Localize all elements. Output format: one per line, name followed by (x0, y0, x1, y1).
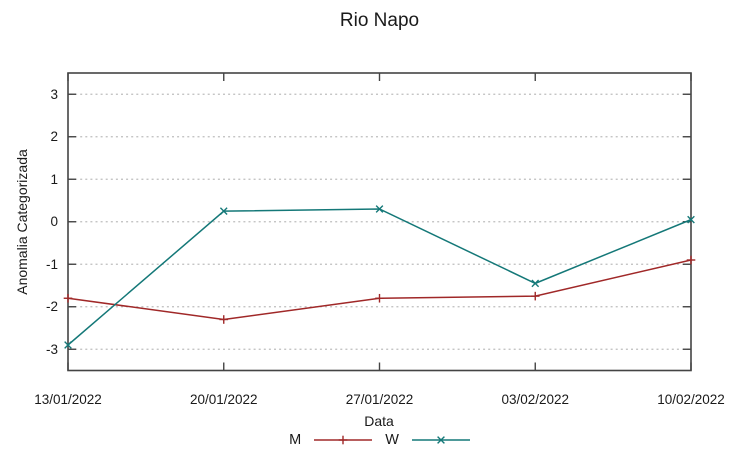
x-axis-label: Data (364, 413, 394, 429)
cross-marker (436, 436, 445, 444)
y-tick-label--2: -2 (45, 299, 58, 315)
legend-label-M: M (289, 432, 302, 448)
x-tick-label-0: 13/01/2022 (34, 392, 102, 407)
cross-marker (219, 207, 228, 215)
series-W (64, 205, 695, 349)
x-tick-label-4: 10/02/2022 (657, 392, 725, 407)
cross-marker (375, 205, 384, 213)
series-line-M (67, 259, 692, 321)
legend-label-W: W (385, 432, 399, 448)
legend-sample-W (411, 436, 470, 444)
y-tick-label-3: 3 (50, 86, 58, 102)
x-tick-label-1: 20/01/2022 (189, 392, 258, 407)
y-tick-label--3: -3 (45, 341, 58, 357)
x-tick-label-3: 03/02/2022 (501, 392, 570, 407)
cross-marker (64, 341, 72, 349)
x-tick-label-2: 27/01/2022 (345, 392, 414, 407)
series-M (63, 255, 696, 324)
y-tick-label-0: 0 (50, 214, 58, 230)
legend-sample-M (314, 435, 373, 445)
legend-item-M: M (289, 432, 373, 448)
cross-marker (687, 215, 695, 224)
y-tick-label-2: 2 (50, 129, 58, 145)
y-tick-label--1: -1 (45, 256, 58, 272)
plot-border (67, 72, 692, 372)
legend-item-W: W (385, 432, 470, 448)
chart-title: Rio Napo (339, 10, 420, 31)
y-tick-label-1: 1 (50, 171, 58, 187)
series-line-W (67, 208, 692, 346)
cross-marker (531, 279, 540, 288)
